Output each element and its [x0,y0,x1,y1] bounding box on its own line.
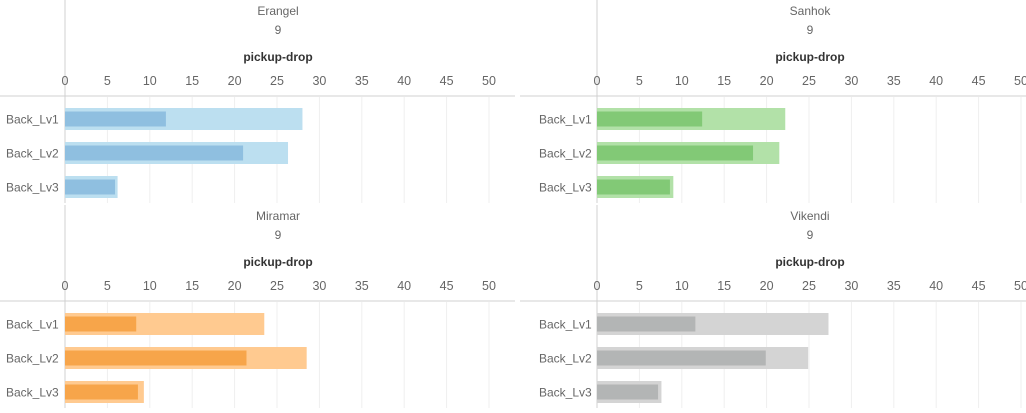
x-tick-label: 25 [270,279,284,293]
category-label: Back_Lv2 [539,147,592,161]
x-tick-label: 20 [760,74,774,88]
axis-title: pickup-drop [775,50,844,64]
x-tick-label: 10 [143,279,157,293]
x-tick-label: 35 [355,74,369,88]
x-tick-label: 45 [972,279,986,293]
x-tick-label: 10 [143,74,157,88]
bar-front [65,111,166,127]
panel-title: Vikendi [790,209,829,223]
category-label: Back_Lv2 [6,147,59,161]
x-tick-label: 35 [887,279,901,293]
x-tick-label: 40 [929,279,943,293]
bar-front [597,350,766,366]
x-tick-label: 0 [594,279,601,293]
x-tick-label: 20 [228,279,242,293]
category-label: Back_Lv1 [6,318,59,332]
panel-title: Erangel [257,4,298,18]
x-tick-label: 5 [636,279,643,293]
category-label: Back_Lv3 [6,181,59,195]
category-label: Back_Lv1 [6,113,59,127]
axis-title: pickup-drop [243,50,312,64]
x-tick-label: 30 [844,279,858,293]
category-label: Back_Lv2 [539,352,592,366]
x-tick-label: 30 [844,74,858,88]
x-tick-label: 40 [397,279,411,293]
panel-subtitle: 9 [807,23,814,37]
category-label: Back_Lv3 [539,181,592,195]
bar-front [597,145,754,161]
x-tick-label: 50 [1014,279,1026,293]
x-tick-label: 35 [887,74,901,88]
x-tick-label: 50 [482,279,496,293]
x-tick-label: 40 [929,74,943,88]
x-tick-label: 0 [62,279,69,293]
panel-title: Miramar [256,209,300,223]
x-tick-label: 5 [104,74,111,88]
panel-subtitle: 9 [275,228,282,242]
bar-front [597,384,659,400]
bar-front [65,145,244,161]
x-tick-label: 30 [312,74,326,88]
panel-title: Sanhok [790,4,832,18]
panel-subtitle: 9 [807,228,814,242]
x-tick-label: 15 [717,279,731,293]
bar-front [597,179,670,195]
x-tick-label: 25 [802,279,816,293]
bar-front [597,111,703,127]
x-tick-label: 20 [228,74,242,88]
bar-front [597,316,696,332]
x-tick-label: 45 [972,74,986,88]
bar-front [65,384,138,400]
panel-subtitle: 9 [275,23,282,37]
x-tick-label: 10 [675,74,689,88]
x-tick-label: 5 [104,279,111,293]
category-label: Back_Lv1 [539,318,592,332]
x-tick-label: 25 [270,74,284,88]
x-tick-label: 25 [802,74,816,88]
x-tick-label: 45 [440,279,454,293]
axis-title: pickup-drop [243,255,312,269]
x-tick-label: 45 [440,74,454,88]
x-tick-label: 0 [594,74,601,88]
x-tick-label: 20 [760,279,774,293]
x-tick-label: 5 [636,74,643,88]
x-tick-label: 15 [185,74,199,88]
bar-front [65,350,247,366]
bar-front [65,316,137,332]
category-label: Back_Lv3 [6,386,59,400]
x-tick-label: 50 [482,74,496,88]
x-tick-label: 30 [312,279,326,293]
axis-title: pickup-drop [775,255,844,269]
bar-front [65,179,116,195]
x-tick-label: 15 [717,74,731,88]
x-tick-label: 35 [355,279,369,293]
category-label: Back_Lv3 [539,386,592,400]
category-label: Back_Lv2 [6,352,59,366]
category-label: Back_Lv1 [539,113,592,127]
x-tick-label: 40 [397,74,411,88]
x-tick-label: 0 [62,74,69,88]
x-tick-label: 10 [675,279,689,293]
x-tick-label: 50 [1014,74,1026,88]
x-tick-label: 15 [185,279,199,293]
